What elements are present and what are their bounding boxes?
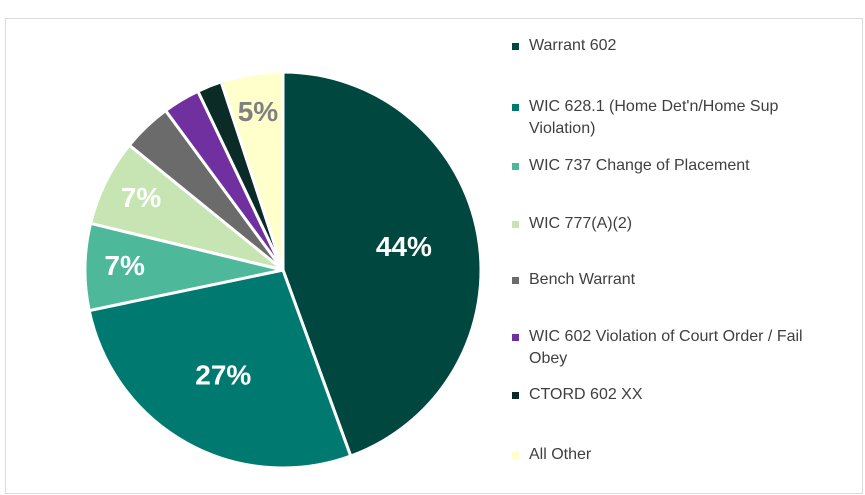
pie-slice [219, 70, 285, 271]
legend-entry: WIC 737 Change of Placement [512, 155, 842, 177]
legend-entry: Warrant 602 [512, 35, 842, 57]
legend-label: All Other [529, 446, 592, 463]
legend-swatch [512, 452, 519, 459]
legend-swatch [512, 163, 519, 170]
pie-slice [281, 70, 483, 458]
legend-entry: Bench Warrant [512, 269, 842, 291]
legend-label: WIC 737 Change of Placement [529, 157, 750, 174]
legend-entry: CTORD 602 XX [512, 384, 842, 406]
legend-swatch [512, 221, 519, 228]
legend-label: WIC 628.1 (Home Det'n/Home Sup Violation… [529, 98, 779, 137]
legend-label: CTORD 602 XX [529, 386, 643, 403]
legend-swatch [512, 392, 519, 399]
legend-swatch [512, 104, 519, 111]
legend-entry: WIC 777(A)(2) [512, 213, 842, 235]
data-label: 27% [195, 360, 251, 391]
data-label: 7% [121, 182, 162, 213]
legend-entry: WIC 628.1 (Home Det'n/Home Sup Violation… [512, 96, 842, 140]
data-label: 44% [376, 231, 432, 262]
legend-label: WIC 602 Violation of Court Order / Fail … [529, 328, 803, 367]
legend-label: WIC 777(A)(2) [529, 215, 633, 232]
legend-label: Bench Warrant [529, 271, 636, 288]
chart-frame [5, 18, 863, 494]
legend-swatch [512, 277, 519, 284]
legend-swatch [512, 334, 519, 341]
legend-entry: WIC 602 Violation of Court Order / Fail … [512, 326, 842, 370]
data-label: 7% [104, 250, 145, 281]
pie-slice [87, 268, 353, 470]
legend-entry: All Other [512, 444, 842, 466]
legend-swatch [512, 43, 519, 50]
legend-label: Warrant 602 [529, 37, 617, 54]
data-label: 5% [238, 96, 279, 127]
